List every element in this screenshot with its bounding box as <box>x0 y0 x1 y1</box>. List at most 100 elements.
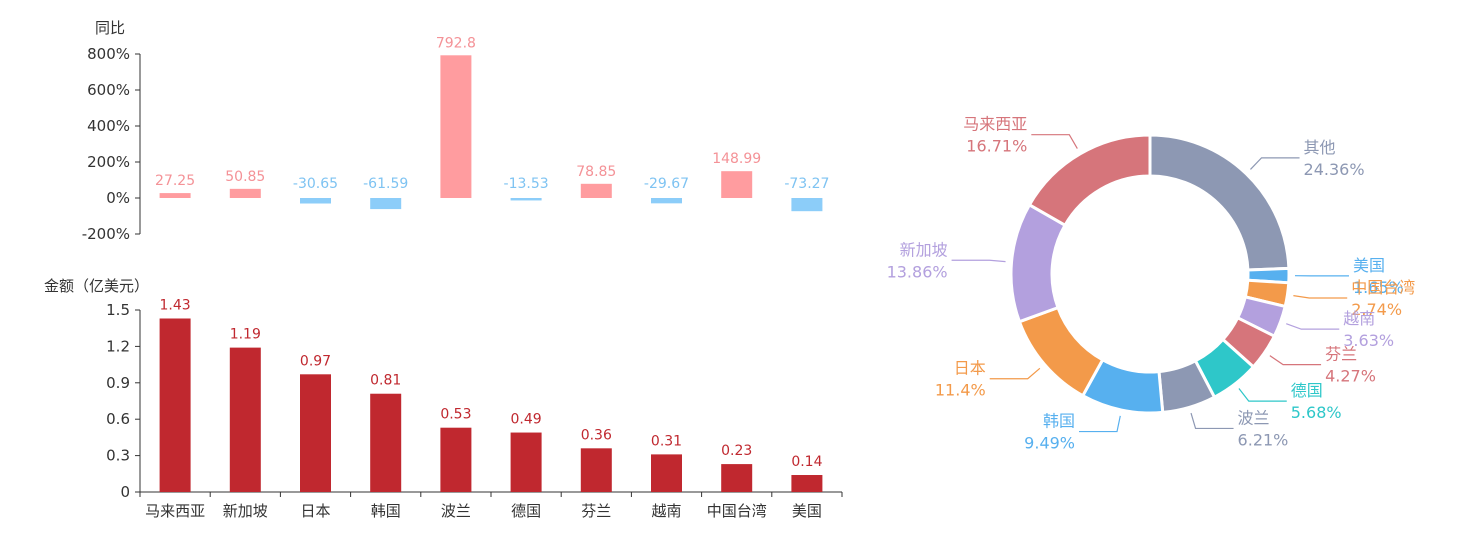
yoy-y-tick-label: 0% <box>106 189 130 207</box>
yoy-value-label: 27.25 <box>155 173 195 189</box>
category-label: 韩国 <box>371 502 401 520</box>
yoy-value-label: 148.99 <box>712 151 761 167</box>
category-label: 芬兰 <box>581 502 611 520</box>
category-label: 越南 <box>651 502 681 520</box>
amount-value-label: 0.49 <box>511 412 542 428</box>
yoy-value-label: -30.65 <box>293 176 338 192</box>
category-label: 马来西亚 <box>145 502 205 520</box>
yoy-value-label: 792.8 <box>436 35 476 51</box>
donut-slice-percent: 9.49% <box>1024 434 1075 453</box>
donut-slice-percent: 6.21% <box>1238 430 1289 449</box>
donut-slice-name: 日本 <box>954 359 986 378</box>
yoy-value-label: 78.85 <box>576 164 616 180</box>
amount-chart: 金额（亿美元） 1.5 1.2 0.9 0.6 0.3 0 1.43 马来西亚 1.19 新加坡 0.… <box>44 277 842 520</box>
yoy-growth-chart: 同比 800% 600% 400% 200% 0% -200% 27.25 50.85 -30.6… <box>82 19 830 243</box>
donut-slice-name: 德国 <box>1291 381 1323 400</box>
yoy-y-tick-label: 400% <box>87 117 130 135</box>
yoy-value-label: -61.59 <box>363 176 408 192</box>
amount-value-label: 0.14 <box>791 454 822 470</box>
amount-value-label: 0.53 <box>440 407 471 423</box>
amount-value-label: 0.31 <box>651 433 682 449</box>
yoy-y-tick-label: 600% <box>87 81 130 99</box>
donut-slice-name: 美国 <box>1353 256 1385 275</box>
donut-slice-name: 芬兰 <box>1325 345 1357 364</box>
yoy-bar <box>721 171 752 198</box>
donut-slice-percent: 5.68% <box>1291 403 1342 422</box>
category-label: 美国 <box>792 502 822 520</box>
amount-y-tick-label: 0.3 <box>106 447 130 465</box>
category-label: 新加坡 <box>223 502 268 520</box>
yoy-bar <box>651 198 682 203</box>
amount-value-label: 0.23 <box>721 443 752 459</box>
donut-leader-line <box>990 368 1040 378</box>
amount-value-label: 0.97 <box>300 353 331 369</box>
yoy-bar <box>300 198 331 204</box>
donut-slice-name: 波兰 <box>1238 408 1270 427</box>
share-donut-chart: 其他24.36%美国1.65%中国台湾2.74%越南3.63%芬兰4.27%德国… <box>887 115 1416 453</box>
donut-slice-percent: 16.71% <box>966 137 1027 156</box>
donut-slice-name: 中国台湾 <box>1351 278 1415 297</box>
donut-slice-percent: 4.27% <box>1325 367 1376 386</box>
category-label: 波兰 <box>441 502 471 520</box>
donut-leader-line <box>1031 135 1077 149</box>
amount-y-tick-label: 0.6 <box>106 410 130 428</box>
amount-bar <box>370 394 401 492</box>
amount-bar <box>511 433 542 492</box>
yoy-value-label: -73.27 <box>784 176 829 192</box>
yoy-value-label: -13.53 <box>504 176 549 192</box>
donut-slice-percent: 24.36% <box>1304 160 1365 179</box>
yoy-value-label: 50.85 <box>225 169 265 185</box>
amount-bar <box>300 374 331 492</box>
donut-slice-name: 马来西亚 <box>963 115 1027 134</box>
category-label: 中国台湾 <box>707 502 767 520</box>
amount-value-label: 1.43 <box>160 297 191 313</box>
amount-bar <box>721 464 752 492</box>
amount-value-label: 0.81 <box>370 373 401 389</box>
amount-y-tick-label: 1.5 <box>106 301 130 319</box>
yoy-y-tick-label: 200% <box>87 153 130 171</box>
amount-value-label: 0.36 <box>581 427 612 443</box>
yoy-bar <box>511 198 542 200</box>
category-label: 日本 <box>300 502 330 520</box>
yoy-y-tick-label: -200% <box>82 225 130 243</box>
donut-leader-line <box>952 260 1006 261</box>
donut-slice-percent: 13.86% <box>887 262 948 281</box>
amount-bar <box>440 428 471 492</box>
yoy-bar <box>160 193 191 198</box>
amount-bar <box>230 348 261 492</box>
yoy-y-tick-label: 800% <box>87 45 130 63</box>
amount-bar <box>581 448 612 492</box>
donut-leader-line <box>1286 324 1339 329</box>
yoy-value-label: -29.67 <box>644 176 689 192</box>
amount-y-tick-label: 0.9 <box>106 374 130 392</box>
amount-y-tick-label: 1.2 <box>106 337 130 355</box>
donut-slice <box>1150 135 1289 270</box>
yoy-bar <box>230 189 261 198</box>
donut-slice-percent: 11.4% <box>935 381 986 400</box>
amount-value-label: 1.19 <box>230 327 261 343</box>
amount-y-tick-label: 0 <box>120 483 130 501</box>
amount-axis-title: 金额（亿美元） <box>44 277 149 295</box>
donut-leader-line <box>1079 416 1120 432</box>
donut-leader-line <box>1293 296 1347 298</box>
yoy-bar <box>581 184 612 198</box>
donut-slice-name: 越南 <box>1343 309 1375 328</box>
yoy-bar <box>370 198 401 209</box>
donut-slice <box>1029 135 1150 225</box>
yoy-bar <box>440 55 471 198</box>
donut-leader-line <box>1270 356 1321 365</box>
amount-bar <box>791 475 822 492</box>
donut-slice <box>1011 205 1065 322</box>
yoy-bar <box>791 198 822 211</box>
yoy-axis-title: 同比 <box>95 19 125 37</box>
donut-leader-line <box>1250 158 1299 170</box>
donut-slice-name: 其他 <box>1304 138 1336 157</box>
amount-bar <box>651 454 682 492</box>
donut-leader-line <box>1191 413 1234 428</box>
donut-slice-name: 韩国 <box>1043 412 1075 431</box>
donut-slice <box>1019 308 1102 396</box>
category-label: 德国 <box>511 502 541 520</box>
donut-slice-name: 新加坡 <box>900 240 948 259</box>
